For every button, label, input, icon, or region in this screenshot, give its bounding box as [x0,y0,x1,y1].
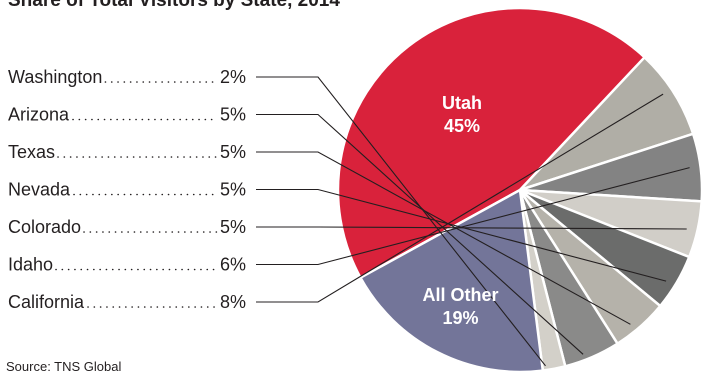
legend-label-idaho: Idaho [8,255,53,275]
slice-label-all-other: All Other [422,285,498,305]
chart-title: Share of Total Visitors by State, 2014 [8,0,340,11]
pie-slices [336,6,704,372]
slice-california [518,56,695,192]
legend-value-washington: 2% [220,67,246,87]
leader-california [256,93,664,303]
slice-label-utah: Utah [442,93,482,113]
legend-label-washington: Washington [8,67,102,87]
legend-label-california: California [8,292,85,312]
legend: Washington 2% Arizona 5% Texas 5% Nevada 5% Colo… [8,67,246,312]
legend-label-arizona: Arizona [8,105,70,125]
leader-nevada [256,188,667,282]
leader-idaho [256,167,690,266]
legend-label-texas: Texas [8,142,55,162]
slice-utah [336,6,646,279]
leader-washington [256,76,546,367]
legend-value-nevada: 5% [220,180,246,200]
legend-value-arizona: 5% [220,105,246,125]
slice-value-all-other: 19% [442,308,478,328]
legend-value-texas: 5% [220,142,246,162]
leader-lines [256,76,690,367]
slice-value-utah: 45% [444,116,480,136]
leader-texas [256,151,631,325]
legend-value-idaho: 6% [220,255,246,275]
legend-label-nevada: Nevada [8,180,71,200]
inside-labels: All Other 19% Utah 45% [422,93,498,328]
leader-colorado [256,226,687,230]
leader-arizona [256,113,584,355]
legend-value-colorado: 5% [220,217,246,237]
source-note: Source: TNS Global [6,359,121,372]
legend-label-colorado: Colorado [8,217,81,237]
legend-value-california: 8% [220,292,246,312]
